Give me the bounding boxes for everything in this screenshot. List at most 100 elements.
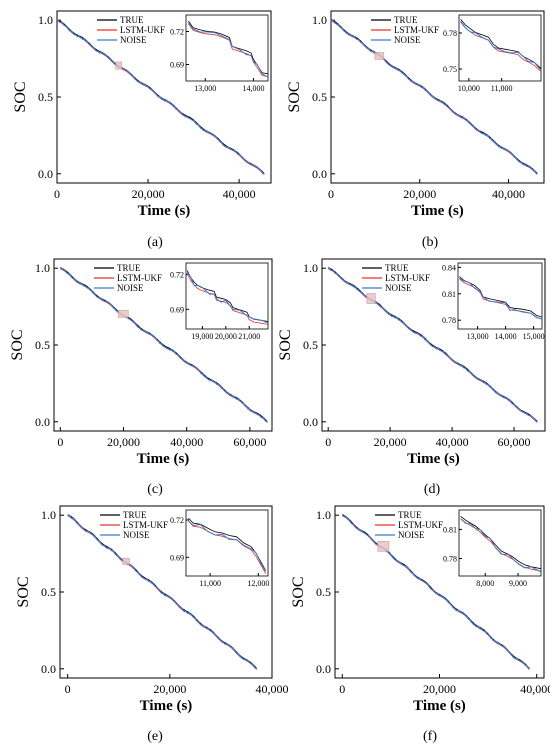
inset-x-tick-label: 12,000 bbox=[247, 579, 269, 588]
x-tick-label: 0 bbox=[57, 435, 63, 449]
legend-label-true: TRUE bbox=[385, 263, 409, 273]
x-tick-label: 20,000 bbox=[107, 435, 140, 449]
legend-label-true: TRUE bbox=[398, 510, 422, 520]
zoom-region-box bbox=[115, 61, 123, 70]
chart-panel-b: 0.0 0.5 1.0 0 20,000 40,000 Time (s) SOC TRUELST… bbox=[286, 10, 545, 250]
panel-label: (e) bbox=[147, 729, 163, 744]
inset-y-tick-label: 0.84 bbox=[442, 263, 456, 272]
inset-zoom-plot: 0.69 0.72 13,000 14,000 bbox=[170, 14, 269, 93]
x-tick-label: 40,000 bbox=[223, 187, 256, 201]
inset-x-tick-label: 14,000 bbox=[495, 332, 517, 341]
inset-series-true-line bbox=[460, 515, 542, 570]
y-tick-label: 1.0 bbox=[316, 508, 331, 522]
x-tick-label: 0 bbox=[328, 187, 334, 201]
inset-frame bbox=[185, 14, 269, 82]
inset-series-noise-line bbox=[460, 20, 542, 71]
y-tick-label: 0.0 bbox=[41, 662, 56, 676]
chart-panel-f: 0.0 0.5 1.0 0 20,000 40,000 Time (s) SOC TRUELST… bbox=[290, 505, 550, 744]
x-tick-label: 0 bbox=[339, 682, 345, 696]
y-axis-label: SOC bbox=[290, 576, 307, 607]
panel-label: (a) bbox=[147, 235, 163, 250]
inset-series-lstm-ukf-line bbox=[186, 273, 269, 325]
y-tick-label: 0.5 bbox=[35, 338, 50, 352]
y-axis-label: SOC bbox=[12, 81, 29, 112]
legend-label-true: TRUE bbox=[394, 15, 418, 25]
inset-x-tick-label: 11,000 bbox=[491, 84, 513, 93]
chart-panel-c: 0.0 0.5 1.0 0 20,000 40,000 60,000 Time (s) SOC T… bbox=[9, 258, 273, 497]
inset-x-tick-label: 21,000 bbox=[238, 332, 260, 341]
inset-series-lstm-ukf-line bbox=[188, 23, 269, 77]
inset-zoom-plot: 0.78 0.81 8,000 9,000 bbox=[443, 509, 542, 588]
inset-x-tick-label: 10,000 bbox=[458, 84, 480, 93]
legend-label-noise: NOISE bbox=[120, 35, 147, 45]
chart-panel-e: 0.0 0.5 1.0 0 20,000 40,000 Time (s) SOC TRUELST… bbox=[15, 505, 289, 744]
series-noise-line bbox=[56, 18, 265, 175]
legend-label-noise: NOISE bbox=[117, 283, 144, 293]
x-tick-label: 0 bbox=[65, 682, 71, 696]
legend-label-true: TRUE bbox=[117, 263, 141, 273]
zoom-region-box bbox=[374, 52, 385, 60]
x-tick-label: 20,000 bbox=[403, 187, 436, 201]
x-axis-label: Time (s) bbox=[138, 203, 191, 219]
inset-y-tick-label: 0.78 bbox=[443, 555, 457, 564]
panel-label: (b) bbox=[422, 235, 439, 250]
inset-series-noise-line bbox=[188, 520, 267, 572]
inset-series-true-line bbox=[459, 276, 543, 318]
y-tick-label: 0.0 bbox=[35, 415, 50, 429]
x-tick-label: 0 bbox=[54, 187, 60, 201]
inset-frame bbox=[458, 509, 542, 577]
y-axis-label: SOC bbox=[15, 576, 32, 607]
inset-series-noise-line bbox=[460, 518, 542, 573]
inset-zoom-plot: 0.69 0.72 19,000 20,000 21,000 bbox=[170, 262, 269, 341]
legend-label-lstm-ukf: LSTM-UKF bbox=[398, 520, 443, 530]
inset-y-tick-label: 0.75 bbox=[443, 65, 457, 74]
inset-zoom-plot: 0.78 0.81 0.84 13,000 14,000 15,000 bbox=[442, 262, 545, 341]
legend-label-noise: NOISE bbox=[394, 35, 421, 45]
x-tick-label: 60,000 bbox=[233, 435, 266, 449]
zoom-region-box bbox=[118, 310, 129, 318]
y-tick-label: 0.5 bbox=[41, 585, 56, 599]
inset-series-noise-line bbox=[186, 272, 269, 324]
inset-x-tick-label: 14,000 bbox=[243, 84, 265, 93]
x-tick-label: 20,000 bbox=[132, 187, 165, 201]
inset-y-tick-label: 0.78 bbox=[442, 316, 456, 325]
y-tick-label: 0.0 bbox=[38, 167, 53, 181]
inset-series-true-line bbox=[460, 18, 542, 69]
legend-label-noise: NOISE bbox=[398, 530, 425, 540]
inset-y-tick-label: 0.72 bbox=[170, 28, 184, 37]
legend-label-lstm-ukf: LSTM-UKF bbox=[385, 273, 430, 283]
series-noise-line bbox=[330, 19, 538, 175]
series-noise-line bbox=[342, 515, 530, 670]
legend-label-lstm-ukf: LSTM-UKF bbox=[394, 25, 439, 35]
legend-label-noise: NOISE bbox=[385, 283, 412, 293]
inset-x-tick-label: 20,000 bbox=[215, 332, 237, 341]
x-axis-label: Time (s) bbox=[411, 203, 464, 219]
y-axis-label: SOC bbox=[9, 329, 26, 360]
chart-panel-d: 0.0 0.5 1.0 0 20,000 40,000 60,000 Time (s) SOC T… bbox=[277, 258, 546, 497]
zoom-region-box bbox=[366, 293, 376, 304]
inset-y-tick-label: 0.81 bbox=[443, 525, 457, 534]
y-tick-label: 0.5 bbox=[316, 585, 331, 599]
y-tick-label: 1.0 bbox=[41, 508, 56, 522]
panel-label: (d) bbox=[424, 482, 441, 497]
y-tick-label: 1.0 bbox=[312, 13, 327, 27]
y-axis-label: SOC bbox=[286, 81, 303, 112]
inset-x-tick-label: 9,000 bbox=[509, 579, 527, 588]
x-tick-label: 40,000 bbox=[256, 682, 289, 696]
x-axis-label: Time (s) bbox=[407, 451, 460, 467]
legend-label-true: TRUE bbox=[123, 510, 147, 520]
inset-y-tick-label: 0.72 bbox=[170, 516, 184, 525]
zoom-region-box bbox=[377, 541, 390, 552]
x-tick-label: 60,000 bbox=[498, 435, 531, 449]
inset-series-lstm-ukf-line bbox=[188, 520, 266, 574]
inset-y-tick-label: 0.69 bbox=[170, 305, 184, 314]
y-tick-label: 1.0 bbox=[35, 261, 50, 275]
legend-label-lstm-ukf: LSTM-UKF bbox=[123, 520, 168, 530]
inset-zoom-plot: 0.69 0.72 11,000 12,000 bbox=[170, 509, 269, 588]
panel-label: (f) bbox=[423, 729, 437, 744]
inset-x-tick-label: 15,000 bbox=[523, 332, 545, 341]
y-tick-label: 0.5 bbox=[38, 90, 53, 104]
